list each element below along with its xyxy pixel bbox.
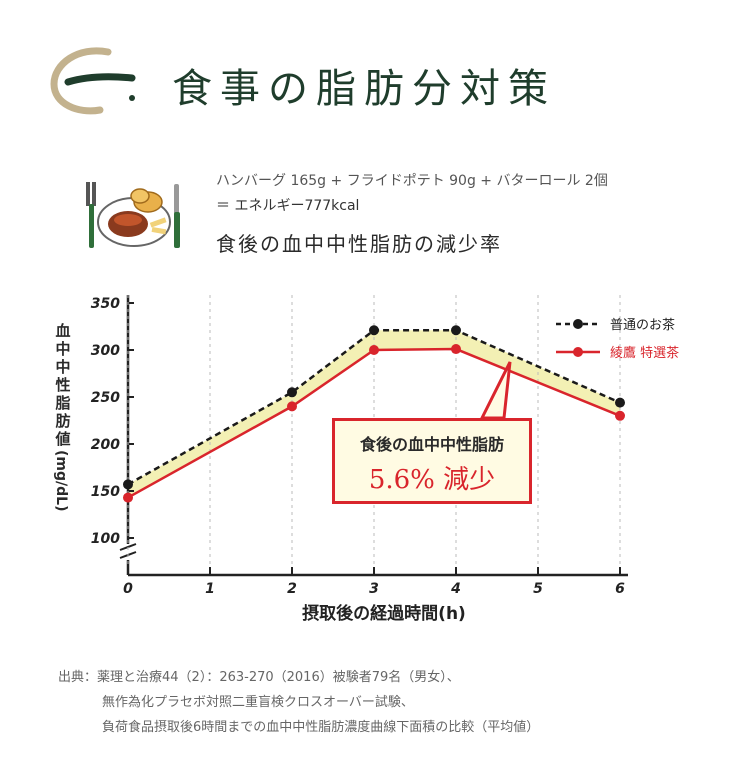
meal-description: ハンバーグ 165g + フライドポテト 90g + バターロール 2個 [216,173,608,189]
y-tick-label: 250 [91,390,120,406]
callout-value: 5.6% 減少 [368,465,496,495]
reduction-callout: 食後の血中中性脂肪 5.6% 減少 [332,418,532,504]
data-point-ayataka [451,344,461,355]
source-note: 出典：薬理と治療44（2）：263-270（2016）被験者79名（男女）、 無… [58,665,539,740]
source-line-3: 負荷食品摂取後6時間までの血中中性脂肪濃度曲線下面積の比較（平均値） [102,720,540,735]
y-axis-label-text: 血中中性脂肪値 [55,322,71,448]
data-point-regular-tea [369,325,379,336]
legend-label: 綾鷹 特選茶 [610,345,679,361]
meal-energy: ＝ エネルギー777kcal [216,198,360,214]
x-tick-label: 0 [123,581,133,597]
x-axis-label: 摂取後の経過時間(h) [302,603,466,624]
x-tick-label: 3 [369,581,379,597]
callout-label: 食後の血中中性脂肪 [359,435,504,454]
source-line-2: 無作為化プラセボ対照二重盲検クロスオーバー試験、 [102,695,414,710]
data-point-regular-tea [451,325,461,336]
y-tick-label: 350 [91,296,120,312]
y-axis-unit: (mg/dL) [53,450,69,512]
data-point-regular-tea [287,387,297,398]
y-tick-label: 200 [91,437,120,453]
line-chart: 100 150 200 250 300 350 0 1 2 3 4 5 6 摂取後の経過時間(h) 普通のお… [91,295,679,624]
x-tick-label: 1 [205,581,215,597]
callout-pointer [479,361,512,420]
y-tick-label: 300 [91,343,120,359]
data-point-ayataka [369,345,379,355]
y-axis-label: 血中中性脂肪値 (mg/dL) [52,322,74,511]
x-tick-label: 6 [615,581,625,597]
data-point-ayataka [287,401,297,412]
y-tick-label: 100 [91,531,120,547]
data-point-ayataka [123,492,133,503]
meal-plate-icon [86,182,180,248]
legend-marker [573,347,583,357]
legend-label: 普通のお茶 [610,317,675,333]
data-point-regular-tea [615,397,625,408]
x-tick-label: 4 [450,581,461,597]
source-line-1: 出典：薬理と治療44（2）：263-270（2016）被験者79名（男女）、 [58,670,460,685]
x-tick-label: 5 [533,581,543,597]
legend-marker [573,319,583,329]
y-tick-label: 150 [91,484,120,500]
x-tick-label: 2 [287,581,297,597]
brand-logo [50,47,136,115]
data-point-ayataka [615,410,625,421]
data-point-regular-tea [123,479,133,490]
page-title: 食事の脂肪分対策 [172,66,556,112]
chart-title: 食後の血中中性脂肪の減少率 [216,232,502,256]
